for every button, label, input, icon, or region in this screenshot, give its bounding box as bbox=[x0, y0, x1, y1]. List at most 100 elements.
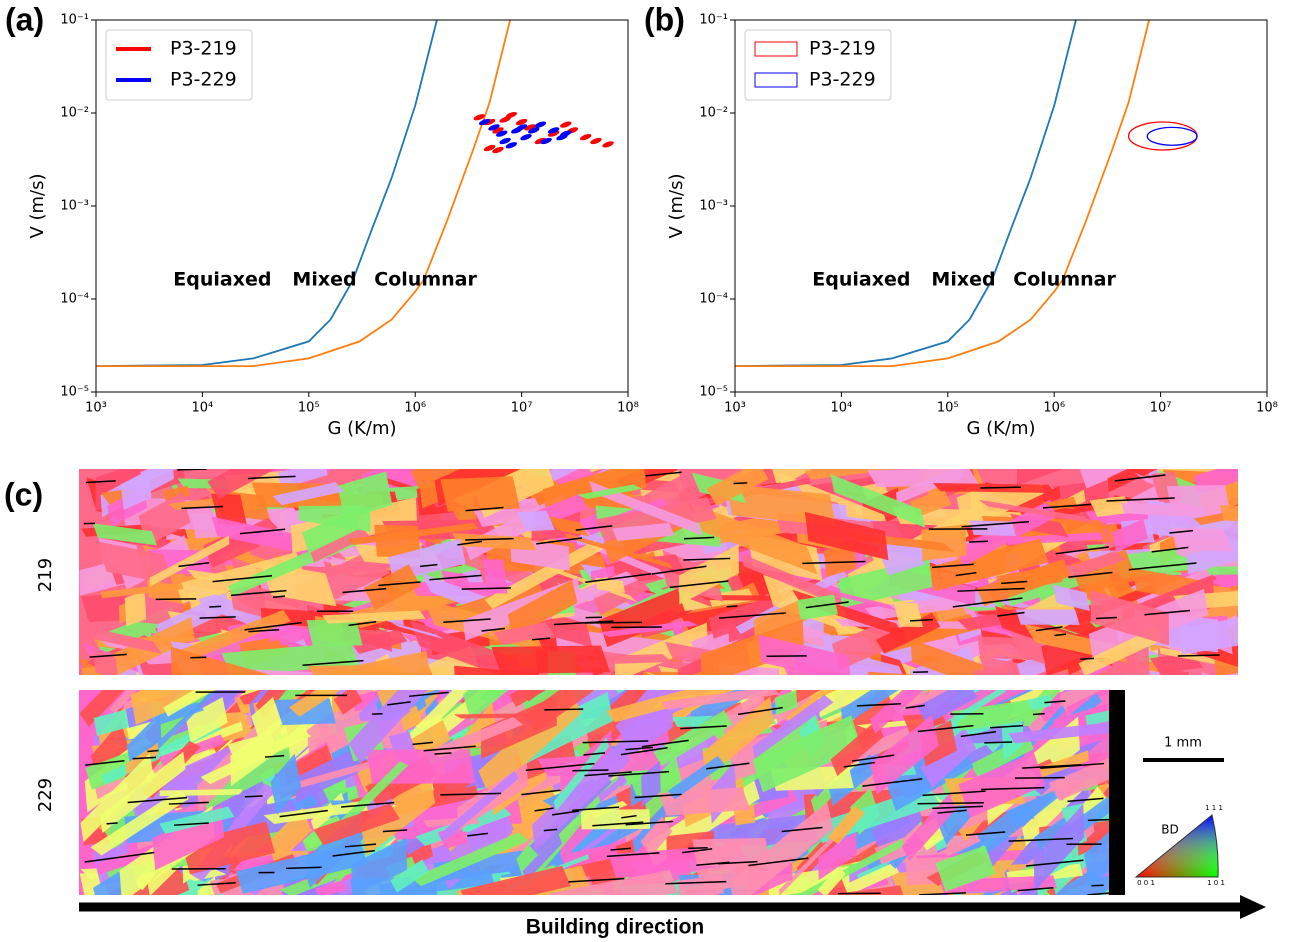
pore bbox=[457, 540, 483, 546]
pore bbox=[332, 849, 375, 857]
pore bbox=[965, 831, 1006, 836]
row-label: 219 bbox=[35, 558, 56, 592]
grain bbox=[895, 469, 964, 505]
panel-label: (c) bbox=[4, 476, 43, 512]
pore bbox=[181, 505, 224, 510]
grain bbox=[460, 865, 571, 895]
grain bbox=[1033, 803, 1085, 892]
grain bbox=[867, 671, 918, 675]
pore bbox=[147, 749, 159, 753]
pore bbox=[544, 708, 584, 711]
grain bbox=[590, 565, 615, 582]
pore bbox=[1032, 712, 1045, 716]
x-tick-label: 10⁴ bbox=[192, 401, 214, 416]
grain bbox=[322, 650, 431, 675]
grain bbox=[1085, 710, 1109, 726]
grain bbox=[729, 802, 834, 895]
grain bbox=[484, 540, 603, 609]
y-tick-label: 10⁻⁴ bbox=[699, 292, 728, 307]
pore bbox=[420, 563, 438, 568]
grain bbox=[798, 838, 904, 895]
pore bbox=[583, 752, 606, 756]
region-label: Columnar bbox=[1013, 269, 1116, 291]
point bbox=[495, 130, 508, 137]
pore bbox=[805, 601, 849, 609]
grain bbox=[827, 805, 866, 845]
grain bbox=[90, 790, 189, 856]
grain bbox=[92, 647, 118, 675]
pore bbox=[1080, 657, 1095, 661]
grain bbox=[640, 816, 673, 857]
pore bbox=[197, 881, 236, 886]
ipf-corner: 1 0 1 bbox=[1207, 879, 1225, 887]
grain bbox=[622, 697, 673, 762]
grain bbox=[462, 690, 509, 722]
grain bbox=[935, 845, 996, 892]
grain bbox=[796, 594, 838, 620]
y-tick-label: 10⁻³ bbox=[60, 199, 89, 214]
pore bbox=[177, 469, 207, 471]
legend-box bbox=[744, 29, 892, 101]
grain bbox=[129, 742, 244, 818]
grain bbox=[351, 837, 408, 895]
grain bbox=[440, 476, 521, 512]
pore bbox=[843, 761, 875, 768]
grain bbox=[840, 690, 899, 727]
grain bbox=[1008, 722, 1109, 744]
map-edge bbox=[1109, 690, 1125, 895]
curve bbox=[735, 20, 1150, 367]
pore bbox=[932, 805, 984, 810]
pore bbox=[1095, 616, 1117, 620]
grain bbox=[178, 609, 291, 662]
pore bbox=[641, 739, 689, 748]
grain bbox=[1200, 672, 1212, 675]
axes-frame bbox=[95, 19, 629, 393]
pore bbox=[465, 506, 504, 512]
micrographs: (c) 219 229 1 mm BD 0 0 1 1 0 1 1 1 1 Bu… bbox=[4, 469, 1266, 939]
region-label: Equiaxed bbox=[812, 269, 910, 291]
pore bbox=[1017, 887, 1054, 892]
pore bbox=[862, 778, 923, 787]
pore bbox=[1114, 474, 1166, 482]
pore bbox=[1106, 497, 1175, 502]
pore bbox=[387, 701, 411, 706]
grain bbox=[1052, 584, 1090, 611]
y-tick-label: 10⁻³ bbox=[699, 199, 728, 214]
point bbox=[524, 124, 536, 131]
grain bbox=[728, 694, 834, 772]
pore bbox=[443, 618, 491, 624]
pore bbox=[127, 796, 188, 804]
grain bbox=[522, 833, 563, 882]
point bbox=[534, 137, 547, 145]
pore bbox=[199, 616, 236, 619]
grain bbox=[580, 809, 651, 830]
x-tick-label: 10⁶ bbox=[404, 401, 426, 416]
pore bbox=[272, 595, 286, 599]
grain bbox=[1111, 518, 1148, 553]
ipf-corner: 1 1 1 bbox=[1205, 804, 1223, 812]
pore bbox=[748, 857, 809, 867]
pore bbox=[409, 691, 449, 698]
grain bbox=[322, 610, 426, 624]
grain bbox=[827, 589, 897, 611]
grain bbox=[266, 807, 312, 866]
grain bbox=[491, 645, 611, 674]
grain bbox=[390, 621, 444, 640]
grain bbox=[81, 625, 162, 654]
pore bbox=[682, 848, 713, 854]
grain bbox=[337, 471, 393, 520]
grain bbox=[477, 690, 506, 704]
grain bbox=[1179, 618, 1238, 655]
pore bbox=[1042, 503, 1092, 509]
pore bbox=[178, 562, 210, 568]
pore bbox=[1087, 818, 1109, 822]
grain bbox=[152, 702, 205, 725]
pore bbox=[856, 703, 901, 707]
pore bbox=[1035, 626, 1063, 632]
point bbox=[505, 111, 517, 119]
grain bbox=[348, 690, 428, 764]
pore bbox=[89, 653, 127, 658]
grain bbox=[692, 838, 771, 867]
grain bbox=[642, 755, 683, 821]
